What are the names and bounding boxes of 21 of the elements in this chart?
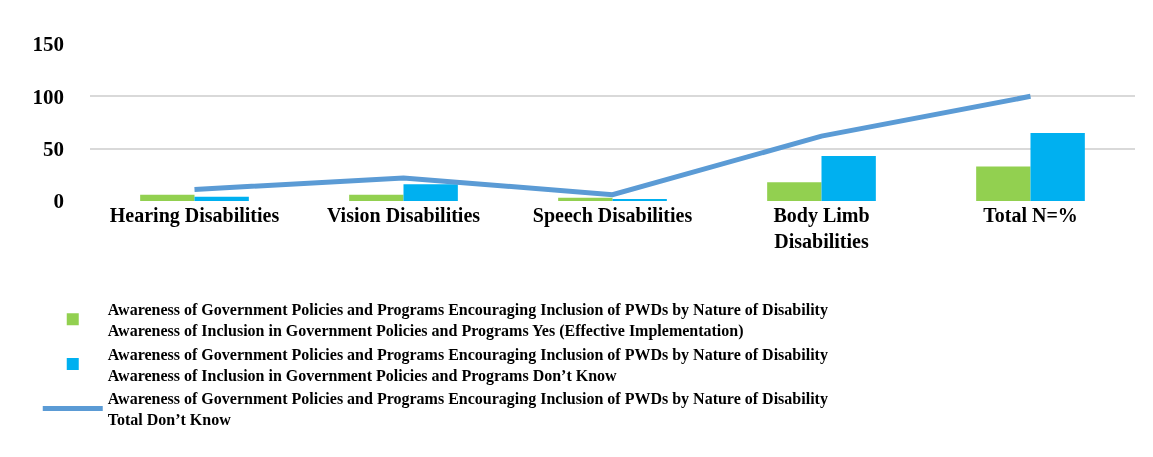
legend-label: Awareness of Government Policies and Programs Encouraging Inclusion of PWDs by Nature of Disability Awareness of Inclusion in Government Policies and Programs Yes (Effective Implementation) [107,301,828,340]
x-tick-label: Body Limb Disabilities [773,204,870,252]
x-tick-label: Total N=% [983,204,1078,226]
bar [821,155,876,201]
bar [558,197,613,201]
bar [403,184,458,201]
y-tick-label: 100 [32,84,64,109]
y-tick-label: 0 [53,189,64,214]
x-tick-label: Hearing Disabilities [109,204,280,227]
legend-label: Awareness of Government Policies and Programs Encouraging Inclusion of PWDs by Nature of Disability Awareness of Inclusion in Government Policies and Programs Don’t Know [107,345,828,385]
legend-label: Awareness of Government Policies and Programs Encouraging Inclusion of PWDs by Nature of Disability Total Don’t Know [107,390,828,429]
x-tick-label: Speech Disabilities [532,204,693,227]
y-tick-label: 50 [43,137,64,162]
y-tick-label: 150 [32,32,64,57]
x-tick-label: Vision Disabilities [326,204,481,226]
bar [349,194,404,201]
bar [976,166,1031,201]
bar [194,196,249,201]
bar [767,182,822,201]
bar [1030,132,1085,201]
bar [140,194,195,201]
